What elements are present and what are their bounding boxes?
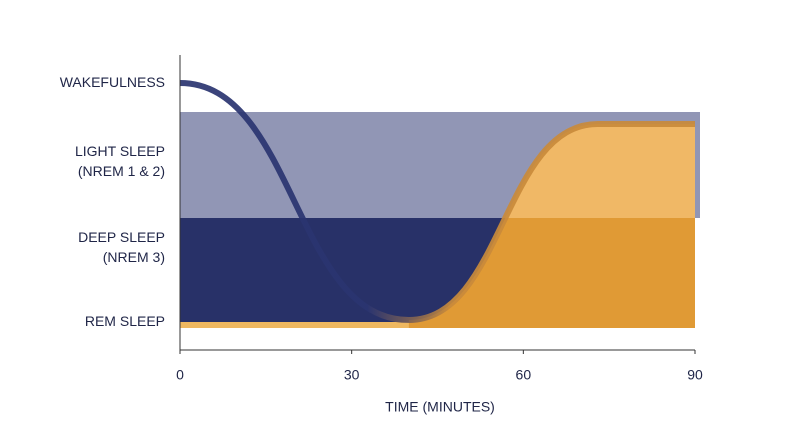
area-light: [505, 123, 695, 218]
y-category-label: REM SLEEP: [85, 313, 165, 329]
y-category-line: REM SLEEP: [85, 313, 165, 329]
x-tick-label: 90: [687, 367, 703, 383]
y-category-line: LIGHT SLEEP: [75, 143, 165, 159]
y-category-line: WAKEFULNESS: [60, 74, 165, 90]
x-tick-label: 0: [176, 367, 184, 383]
y-category-line: (NREM 3): [103, 249, 165, 265]
sleep-curve: [179, 80, 695, 324]
y-category-label: DEEP SLEEP (NREM 3): [78, 229, 165, 265]
x-axis-label: TIME (MINUTES): [385, 399, 495, 415]
x-tick-label: 60: [516, 367, 532, 383]
y-category-line: DEEP SLEEP: [78, 229, 165, 245]
y-category-line: (NREM 1 & 2): [78, 163, 165, 179]
y-category-label: WAKEFULNESS: [60, 74, 165, 90]
x-tick-label: 30: [344, 367, 360, 383]
y-category-label: LIGHT SLEEP (NREM 1 & 2): [75, 143, 165, 179]
